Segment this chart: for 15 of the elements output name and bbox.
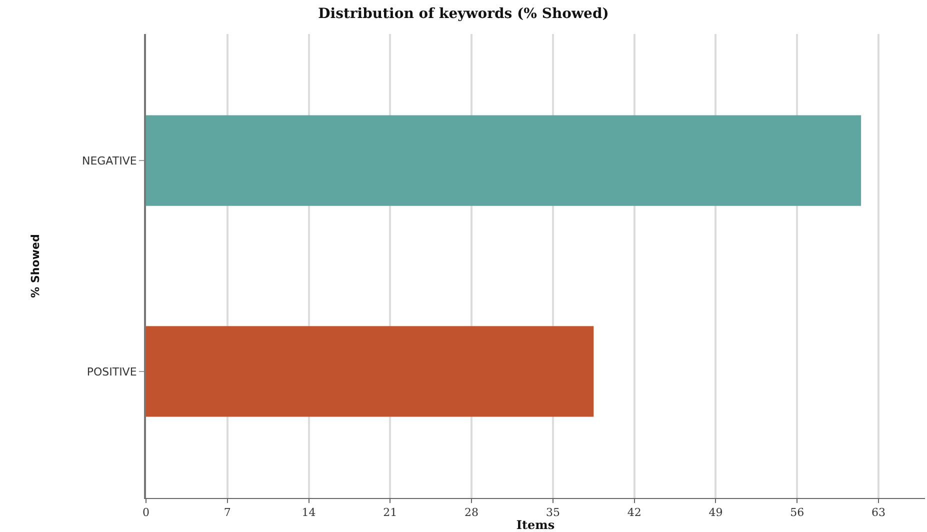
x-axis-title: Items bbox=[516, 518, 555, 532]
x-tick-label: 7 bbox=[224, 506, 231, 520]
chart-title: Distribution of keywords (% Showed) bbox=[318, 6, 609, 22]
x-tick-label: 28 bbox=[464, 506, 479, 520]
x-tick-label: 21 bbox=[383, 506, 398, 520]
x-tick-label: 14 bbox=[302, 506, 316, 520]
x-tick-label: 56 bbox=[790, 506, 804, 520]
y-axis-title: % Showed bbox=[29, 234, 42, 298]
y-tick-label: NEGATIVE bbox=[82, 154, 137, 168]
x-tick-label: 49 bbox=[708, 506, 723, 520]
x-tick-label: 35 bbox=[546, 506, 560, 520]
y-tick-label: POSITIVE bbox=[86, 365, 137, 378]
x-tick-label: 0 bbox=[142, 506, 150, 520]
x-tick-label: 42 bbox=[627, 506, 642, 520]
x-tick-label: 63 bbox=[871, 506, 886, 520]
